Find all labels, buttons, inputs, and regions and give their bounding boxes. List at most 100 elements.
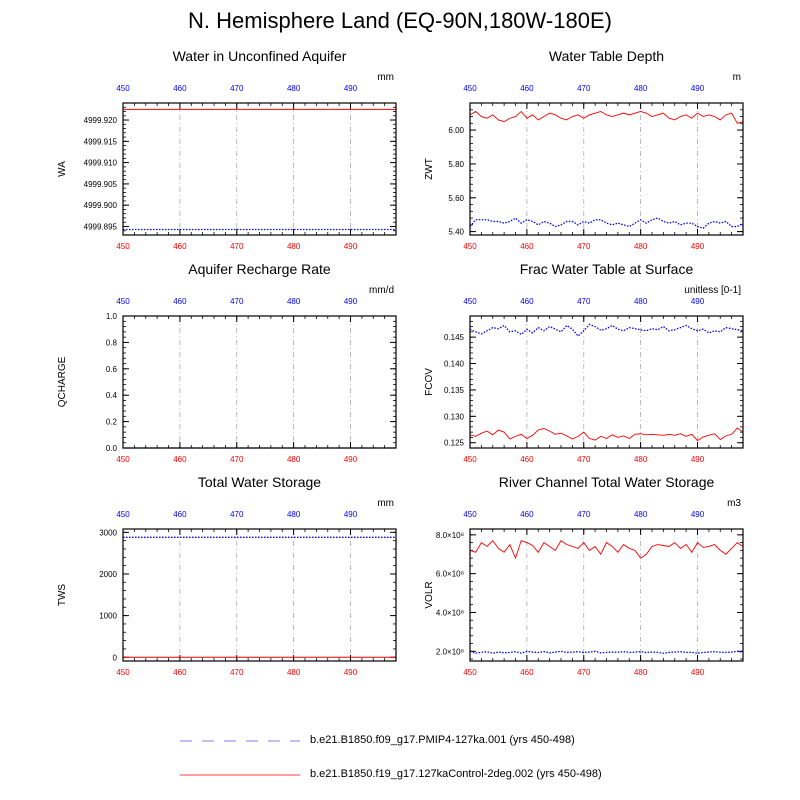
panel-units: m [733,72,741,83]
plot-frame [122,315,397,449]
x-tick-label: 490 [691,455,705,464]
panel-units: mm/d [369,285,394,296]
y-axis-label: FCOV [424,368,435,396]
series-line-pmip [469,650,744,654]
x-tick-label-top: 490 [344,297,358,306]
panel-title: Water Table Depth [549,48,664,64]
plot-frame [122,528,397,662]
y-tick-label: 4999.920 [84,116,118,125]
series-line-pmip [469,323,744,338]
x-tick-label-top: 460 [520,84,534,93]
y-tick-label: 5.80 [448,160,464,169]
x-tick-label-top: 450 [463,297,477,306]
x-tick-label: 470 [577,455,591,464]
x-tick-label: 480 [634,668,648,677]
x-tick-label-top: 460 [520,510,534,519]
x-tick-label-top: 460 [520,297,534,306]
x-tick-label: 470 [230,668,244,677]
x-tick-label-top: 460 [173,510,187,519]
x-tick-label: 480 [287,455,301,464]
x-tick-label-top: 490 [691,510,705,519]
series-line-control [469,110,744,124]
plot-frame [469,528,744,662]
x-tick-label-top: 480 [287,84,301,93]
x-tick-label-top: 480 [634,510,648,519]
panel-title: Frac Water Table at Surface [520,261,694,277]
x-tick-label: 450 [463,668,477,677]
panel-units: mm [377,72,394,83]
y-tick-label: 0.140 [444,360,465,369]
x-tick-label-top: 450 [116,510,130,519]
y-tick-label: 4999.910 [84,159,118,168]
x-tick-label: 450 [116,668,130,677]
plot-frame [469,315,744,449]
series-line-control [469,539,744,560]
y-tick-label: 5.40 [448,228,464,237]
x-tick-label: 460 [520,668,534,677]
x-tick-label: 470 [577,668,591,677]
panel-title: Total Water Storage [198,474,321,490]
x-tick-label: 480 [287,668,301,677]
x-tick-label: 470 [577,242,591,251]
y-tick-label: 0.135 [444,386,465,395]
x-tick-label: 480 [634,455,648,464]
panel-units: unitless [0-1] [684,285,741,296]
x-tick-label: 450 [463,242,477,251]
y-tick-label: 3000 [99,528,117,537]
y-tick-label: 6.0×10⁸ [436,570,464,579]
legend-entry-pmip: b.e21.B1850.f09_g17.PMIP4-127ka.001 (yrs… [180,732,640,752]
y-tick-label: 6.00 [448,126,464,135]
x-tick-label: 490 [344,455,358,464]
y-tick-label: 4999.905 [84,180,118,189]
main-title: N. Hemisphere Land (EQ-90N,180W-180E) [188,8,612,33]
y-tick-label: 0.125 [444,439,465,448]
x-tick-label: 460 [520,455,534,464]
x-tick-label: 470 [230,242,244,251]
plot-frame [122,102,397,236]
x-tick-label-top: 470 [577,510,591,519]
x-tick-label-top: 480 [634,297,648,306]
y-tick-label: 2.0×10⁸ [436,647,464,656]
y-tick-label: 8.0×10⁸ [436,531,464,540]
x-tick-label-top: 480 [287,297,301,306]
y-tick-label: 0.2 [106,418,118,427]
legend-label-pmip: b.e21.B1850.f09_g17.PMIP4-127ka.001 (yrs… [310,734,575,746]
x-tick-label-top: 480 [287,510,301,519]
x-tick-label: 460 [520,242,534,251]
y-tick-label: 0.4 [106,391,118,400]
x-tick-label: 480 [287,242,301,251]
x-tick-label-top: 460 [173,297,187,306]
panel-units: m3 [727,498,741,509]
x-tick-label: 490 [344,668,358,677]
x-tick-label-top: 460 [173,84,187,93]
x-tick-label-top: 470 [230,297,244,306]
x-tick-label: 460 [173,668,187,677]
y-axis-label: TWS [57,584,68,607]
x-tick-label-top: 450 [463,84,477,93]
y-tick-label: 4999.900 [84,201,118,210]
panel-title: River Channel Total Water Storage [499,474,715,490]
x-tick-label-top: 490 [344,510,358,519]
y-tick-label: 0.130 [444,412,465,421]
x-tick-label-top: 490 [691,84,705,93]
legend-entry-control: b.e21.B1850.f19_g17.127kaControl-2deg.00… [180,766,640,786]
y-tick-label: 1000 [99,612,117,621]
y-tick-label: 4.0×10⁸ [436,608,464,617]
y-tick-label: 0.145 [444,333,465,342]
series-line-pmip [469,217,744,229]
panel-title: Water in Unconfined Aquifer [173,48,347,64]
x-tick-label-top: 490 [344,84,358,93]
y-tick-label: 2000 [99,570,117,579]
y-axis-label: WA [57,161,68,177]
x-tick-label-top: 480 [634,84,648,93]
panel-title: Aquifer Recharge Rate [188,261,331,277]
x-tick-label-top: 470 [230,510,244,519]
y-tick-label: 0.8 [106,338,118,347]
y-tick-label: 4999.895 [84,222,118,231]
y-tick-label: 0 [113,653,118,662]
y-axis-label: ZWT [424,158,435,180]
plot-frame [469,102,744,236]
panel-units: mm [377,498,394,509]
x-tick-label: 450 [116,455,130,464]
